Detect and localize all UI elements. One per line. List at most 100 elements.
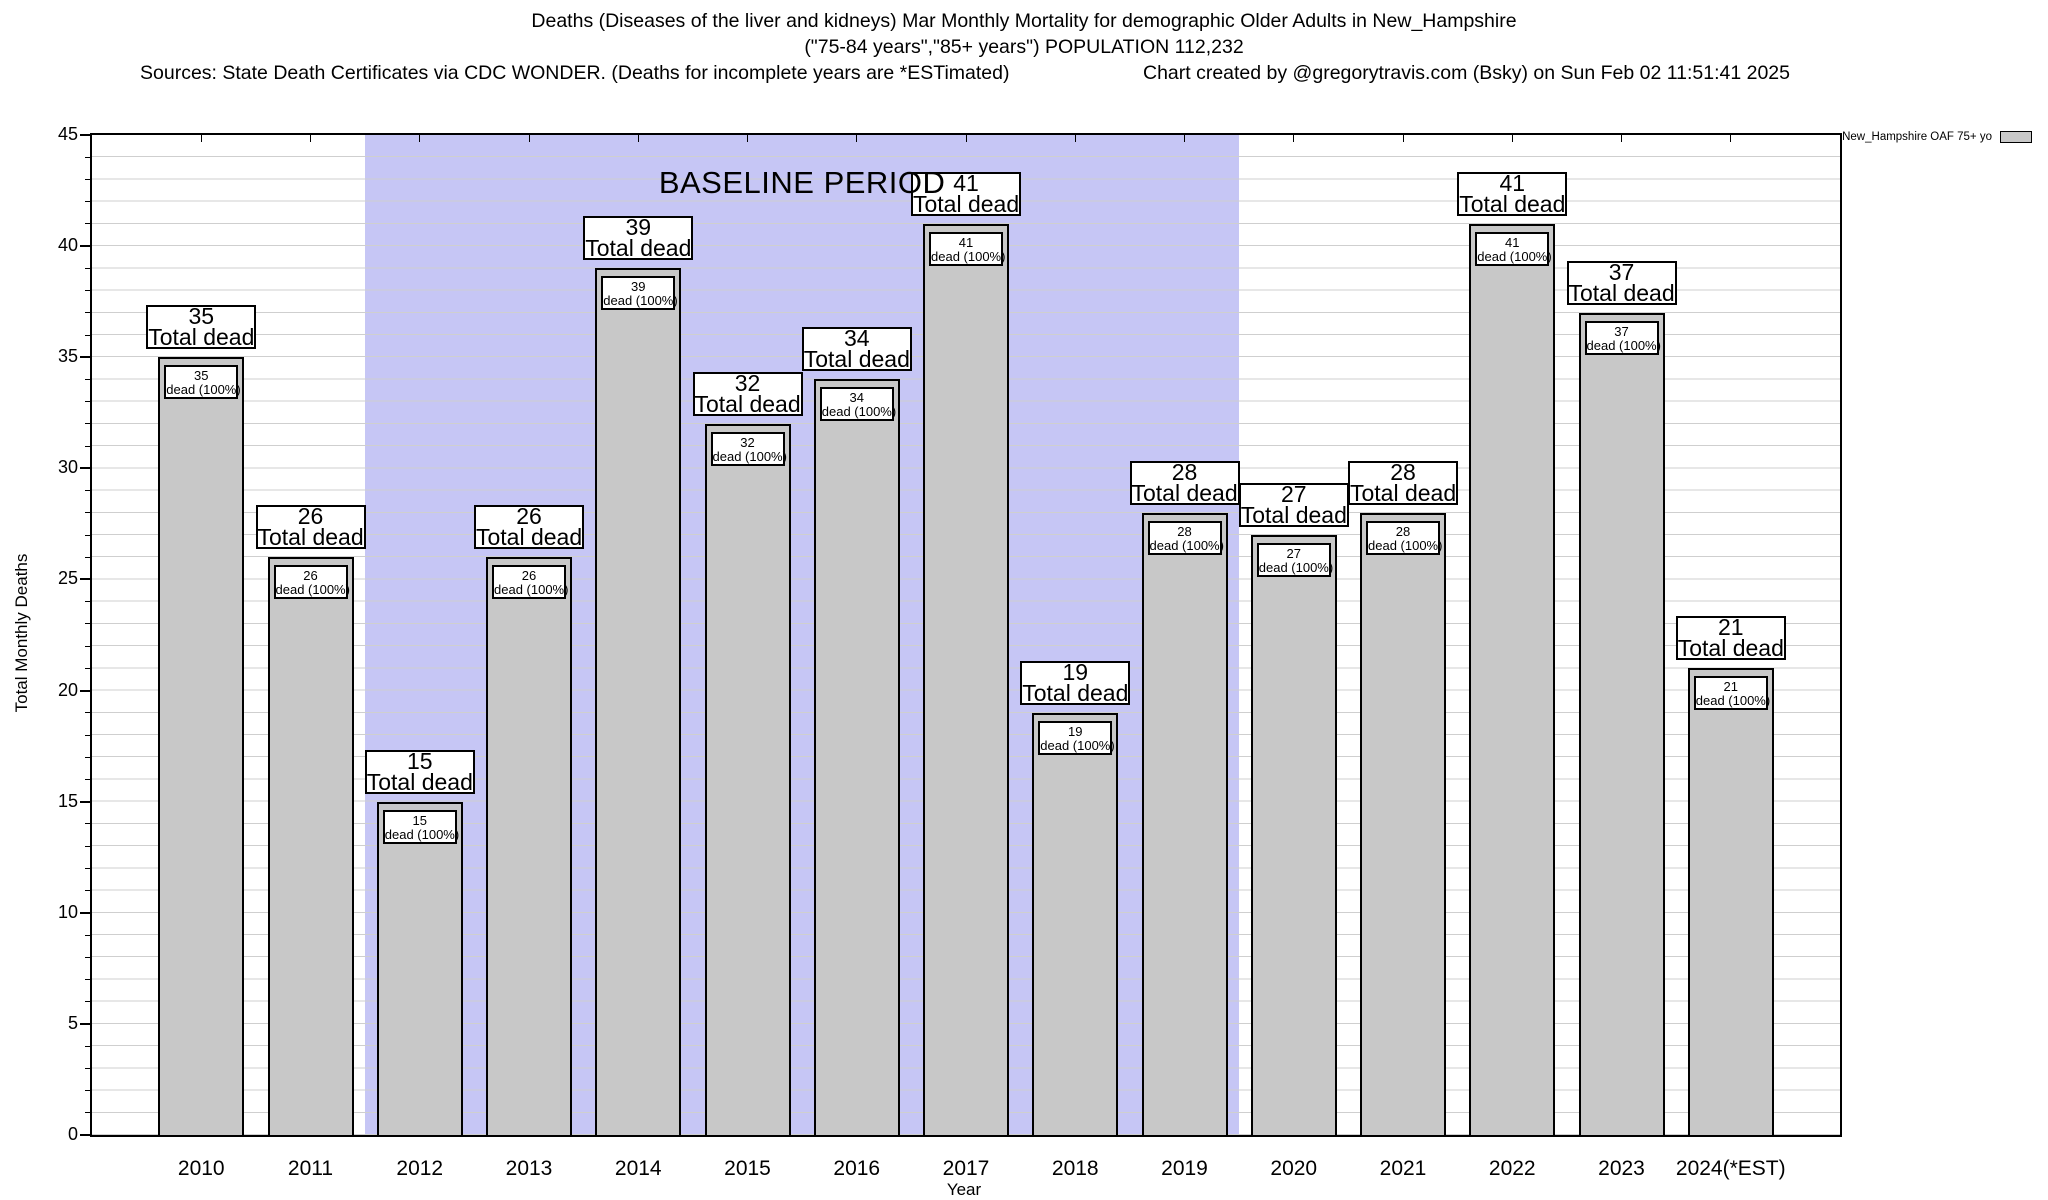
bar-callout-box: 34 Total dead [801, 325, 912, 373]
sources-note: Sources: State Death Certificates via CD… [140, 62, 1010, 84]
bar-inline-label-box: 37 dead (100%) [1584, 320, 1661, 355]
y-axis-title: Total Monthly Deaths [12, 553, 31, 713]
bar-inline-label-box: 35 dead (100%) [164, 365, 241, 400]
bar-inline-value: 27 [1286, 546, 1301, 561]
bar-callout-value: 41 [1499, 169, 1526, 196]
x-axis-tick [965, 135, 967, 142]
bar-callout-box: 35 Total dead [146, 303, 257, 351]
y-tick-label: 45 [57, 124, 78, 144]
bar-inline-label-box: 39 dead (100%) [601, 276, 678, 311]
legend: New_Hampshire OAF 75+ yo [1842, 131, 2032, 143]
bar-callout-box: 28 Total dead [1348, 460, 1458, 505]
bar-inline-value: 34 [849, 390, 864, 406]
y-tick-label: 0 [67, 1124, 78, 1144]
y-axis-major-tick [80, 578, 92, 581]
y-tick-label: 40 [57, 235, 78, 256]
x-tick-label: 2011 [287, 1157, 334, 1180]
y-axis-minor-tick [85, 445, 92, 447]
bar-inline-sublabel: dead (100%) [1586, 337, 1661, 353]
y-axis-major-tick [80, 245, 92, 248]
chart-title: Deaths (Diseases of the liver and kidney… [531, 10, 1517, 32]
y-axis-minor-tick [85, 890, 92, 892]
bar-inline-value: 41 [1505, 234, 1520, 250]
x-tick-label: 2021 [1379, 1157, 1427, 1180]
bar-inline-sublabel: dead (100%) [1258, 560, 1334, 575]
bar-inline-sublabel: dead (100%) [1368, 537, 1443, 553]
bar-inline-value: 26 [521, 568, 537, 584]
x-tick-label: 2022 [1488, 1157, 1536, 1180]
y-axis-minor-tick [85, 490, 92, 492]
x-axis-tick [637, 135, 639, 142]
y-axis-minor-tick [85, 378, 92, 380]
bar-inline-value: 32 [740, 434, 755, 450]
x-tick-label: 2020 [1270, 1157, 1318, 1180]
y-axis-minor-tick [85, 845, 92, 847]
bar-callout-label: Total dead [1677, 635, 1784, 662]
bar [1687, 668, 1774, 1135]
bar-callout-label: Total dead [476, 524, 583, 551]
x-axis-tick [310, 135, 311, 142]
y-tick-label: 30 [57, 457, 78, 478]
x-axis-tick [747, 135, 748, 142]
bar [267, 557, 354, 1135]
x-axis-tick [1074, 135, 1076, 142]
bar-callout-label: Total dead [148, 324, 255, 351]
y-tick-label: 5 [67, 1012, 78, 1033]
legend-key-swatch [2000, 131, 2032, 143]
bar-inline-label-box: 41 dead (100%) [1475, 231, 1552, 266]
chart-subtitle: ("75-84 years","85+ years") POPULATION 1… [804, 36, 1244, 58]
y-axis-major-tick [80, 356, 92, 359]
credit-note: Chart created by @gregorytravis.com (Bsk… [1142, 62, 1790, 84]
bar-callout-label: Total dead [803, 346, 910, 373]
bar-inline-label-box: 21 dead (100%) [1693, 676, 1770, 711]
bar [1032, 712, 1119, 1135]
x-tick-label: 2012 [396, 1157, 444, 1180]
bar-callout-value: 26 [516, 503, 542, 530]
bar-inline-label-box: 28 dead (100%) [1366, 520, 1443, 555]
y-axis-minor-tick [85, 334, 92, 336]
bar-inline-sublabel: dead (100%) [603, 293, 678, 309]
bar [486, 557, 572, 1135]
bar-callout-label: Total dead [585, 235, 692, 262]
bar-callout-label: Total dead [1240, 502, 1347, 528]
y-tick-label: 35 [57, 346, 78, 367]
bar-inline-value: 41 [958, 234, 974, 250]
bar-inline-sublabel: dead (100%) [821, 404, 897, 420]
bar [595, 268, 682, 1135]
y-axis-minor-tick [85, 956, 92, 958]
bar-callout-box: 37 Total dead [1566, 260, 1677, 305]
y-axis-minor-tick [85, 756, 92, 758]
y-axis-minor-tick [85, 156, 92, 158]
bar [1469, 223, 1556, 1135]
legend-label: New_Hampshire OAF 75+ yo [1842, 131, 1992, 143]
y-axis-minor-tick [85, 1001, 92, 1003]
x-tick-label: 2018 [1051, 1157, 1099, 1180]
bar-inline-sublabel: dead (100%) [275, 582, 350, 598]
bar-inline-value: 35 [194, 368, 209, 384]
y-axis-minor-tick [85, 1112, 92, 1114]
bar-callout-value: 35 [188, 303, 215, 330]
y-axis-minor-tick [85, 645, 92, 647]
x-axis-title: Year [946, 1180, 982, 1199]
bar-inline-label-box: 32 dead (100%) [710, 431, 787, 466]
bar-callout-box: 19 Total dead [1020, 660, 1131, 705]
bar-inline-value: 26 [303, 568, 318, 584]
bar-inline-label-box: 27 dead (100%) [1256, 543, 1334, 577]
y-axis-major-tick [80, 134, 92, 136]
y-axis-major-tick [80, 1134, 92, 1136]
bar-callout-label: Total dead [1459, 190, 1566, 217]
x-axis-tick [528, 135, 530, 142]
y-axis-minor-tick [85, 623, 92, 625]
bar-callout-value: 26 [297, 503, 324, 530]
bar-inline-label-box: 19 dead (100%) [1038, 720, 1115, 755]
y-axis-minor-tick [85, 312, 92, 314]
bar-callout-value: 34 [843, 325, 870, 352]
x-axis-tick [1621, 135, 1622, 142]
y-axis-minor-tick [85, 223, 92, 225]
x-axis-tick [200, 135, 202, 142]
bar [1141, 512, 1228, 1135]
bar-inline-value: 28 [1177, 523, 1192, 539]
bar-callout-value: 15 [406, 747, 433, 774]
bar [1578, 312, 1665, 1135]
